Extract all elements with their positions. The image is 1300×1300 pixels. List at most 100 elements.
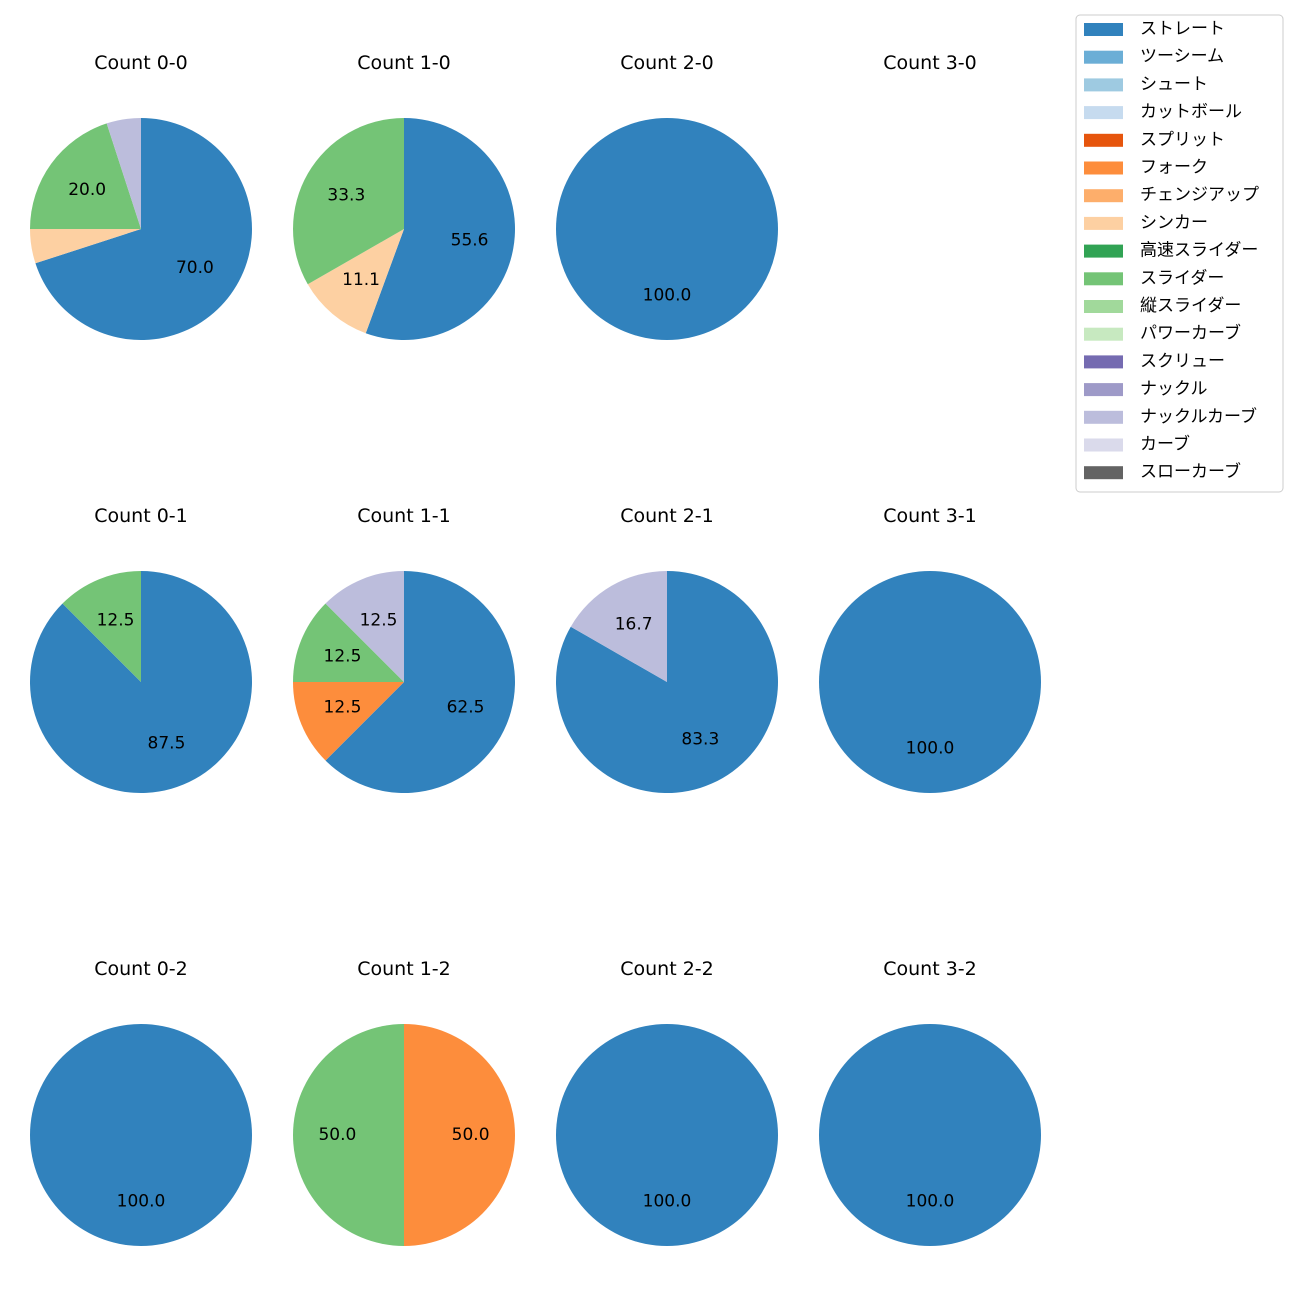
legend-item: ナックル xyxy=(1084,379,1208,399)
slice-label: 50.0 xyxy=(318,1125,356,1145)
legend-swatch xyxy=(1084,383,1123,397)
legend-item: シュート xyxy=(1084,74,1208,94)
slice-label: 100.0 xyxy=(643,1192,692,1212)
slice-label: 83.3 xyxy=(681,730,719,750)
slice-label: 100.0 xyxy=(906,1192,955,1212)
legend-label: スプリット xyxy=(1140,130,1225,150)
pie-panel: Count 1-0 55.6 11.1 33.3 xyxy=(293,52,516,341)
legend-item: 縦スライダー xyxy=(1084,296,1241,316)
pie-slice xyxy=(556,118,778,340)
pie-slice xyxy=(556,1024,778,1246)
slice-label: 55.6 xyxy=(451,231,489,251)
legend-item: スライダー xyxy=(1084,268,1224,288)
pie-slice xyxy=(30,229,141,264)
pie-slice xyxy=(325,571,404,682)
legend-swatch xyxy=(1084,50,1123,64)
pie-slice xyxy=(106,118,141,229)
legend-swatch xyxy=(1084,438,1123,452)
legend-label: スローカーブ xyxy=(1140,461,1241,482)
slice-label: 33.3 xyxy=(327,186,365,206)
panel-title: Count 3-2 xyxy=(883,958,977,980)
legend-item: スプリット xyxy=(1084,130,1225,150)
legend-swatch xyxy=(1084,327,1123,341)
pie-panel: Count 2-0 100.0 xyxy=(556,52,778,340)
pie-slice xyxy=(307,229,404,334)
pie-slice xyxy=(35,118,252,340)
legend: ストレートツーシームシュートカットボールスプリットフォークチェンジアップシンカー… xyxy=(1075,14,1284,493)
legend-label: シュート xyxy=(1140,74,1208,94)
legend-label: 縦スライダー xyxy=(1140,296,1241,316)
panel-title: Count 0-1 xyxy=(94,505,188,527)
legend-swatch xyxy=(1084,161,1123,175)
legend-swatch xyxy=(1084,410,1123,424)
legend-item: 高速スライダー xyxy=(1084,241,1258,261)
legend-item: スクリュー xyxy=(1084,351,1225,371)
legend-label: ストレート xyxy=(1140,19,1225,39)
pie-slice xyxy=(365,118,516,341)
panel-title: Count 0-2 xyxy=(94,958,188,980)
legend-item: パワーカーブ xyxy=(1084,323,1241,344)
legend-swatch xyxy=(1084,189,1123,203)
slice-label: 20.0 xyxy=(68,180,106,200)
legend-swatch xyxy=(1084,216,1123,230)
pie-slice xyxy=(293,1024,404,1246)
pie-slice xyxy=(293,682,404,761)
legend-item: ツーシーム xyxy=(1084,47,1224,67)
legend-label: カーブ xyxy=(1140,434,1190,455)
pie-panel: Count 1-2 50.0 50.0 xyxy=(293,958,515,1246)
legend-swatch xyxy=(1084,466,1123,480)
panel-title: Count 3-1 xyxy=(883,505,977,527)
pie-slice xyxy=(293,603,404,682)
slice-label: 16.7 xyxy=(615,614,653,634)
pie-slice xyxy=(325,571,515,793)
pie-panel: Count 0-0 70.0 20.0 xyxy=(30,52,252,340)
legend-frame xyxy=(1075,14,1284,493)
pie-panel: Count 2-2 100.0 xyxy=(556,958,778,1246)
legend-label: チェンジアップ xyxy=(1140,185,1259,205)
slice-label: 100.0 xyxy=(643,286,692,306)
pie-slice xyxy=(30,123,141,229)
legend-label: ナックル xyxy=(1140,379,1208,399)
legend-swatch xyxy=(1084,300,1123,313)
legend-label: 高速スライダー xyxy=(1140,241,1258,261)
slice-label: 12.5 xyxy=(324,697,362,717)
pie-panel: Count 3-2 100.0 xyxy=(819,958,1041,1246)
pie-panel: Count 0-1 87.5 12.5 xyxy=(30,505,253,793)
pie-panel: Count 3-0 xyxy=(883,52,977,74)
legend-label: ツーシーム xyxy=(1140,47,1224,67)
legend-item: ストレート xyxy=(1084,19,1225,39)
legend-item: シンカー xyxy=(1084,213,1208,233)
pie-slice xyxy=(293,118,404,285)
slice-label: 100.0 xyxy=(906,739,955,759)
legend-item: スローカーブ xyxy=(1084,461,1241,482)
panel-title: Count 2-2 xyxy=(620,958,714,980)
pie-slice xyxy=(570,571,667,682)
legend-label: スクリュー xyxy=(1140,351,1225,371)
slice-label: 12.5 xyxy=(324,647,362,667)
pie-slice xyxy=(30,571,253,793)
slice-label: 12.5 xyxy=(360,610,398,630)
pie-slice xyxy=(819,1024,1041,1246)
pie-slice xyxy=(30,1024,252,1246)
legend-item: カーブ xyxy=(1084,434,1190,455)
legend-item: カットボール xyxy=(1084,102,1242,122)
panel-title: Count 1-2 xyxy=(357,958,451,980)
slice-label: 87.5 xyxy=(148,734,186,754)
pie-panel: Count 2-1 83.3 16.7 xyxy=(556,505,778,793)
panel-title: Count 2-0 xyxy=(620,52,714,74)
legend-item: フォーク xyxy=(1084,158,1208,178)
slice-label: 12.5 xyxy=(97,610,135,630)
pie-panel: Count 1-1 62.5 12.5 12.5 12.5 xyxy=(293,505,515,793)
pie-slice xyxy=(819,571,1041,793)
pie-slice xyxy=(404,1024,515,1246)
slice-label: 11.1 xyxy=(342,270,380,290)
panel-title: Count 3-0 xyxy=(883,52,977,74)
legend-swatch xyxy=(1084,355,1123,369)
legend-label: カットボール xyxy=(1140,102,1242,122)
legend-swatch xyxy=(1084,78,1123,92)
legend-label: ナックルカーブ xyxy=(1140,406,1257,427)
panel-title: Count 0-0 xyxy=(94,52,188,74)
pie-panel: Count 0-2 100.0 xyxy=(30,958,252,1246)
